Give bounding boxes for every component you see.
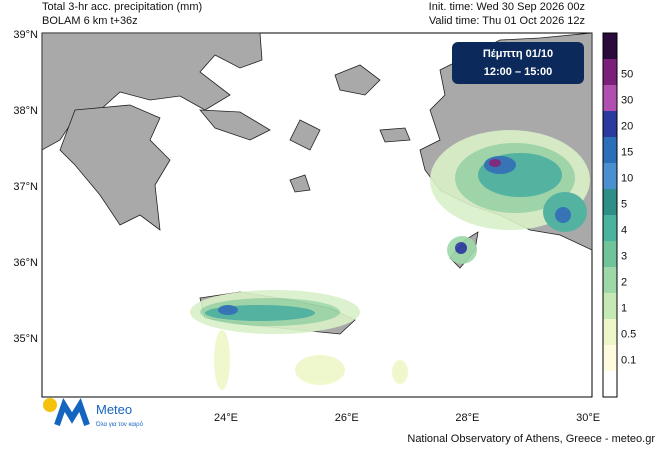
time-badge [452,42,584,84]
logo-tagline: Όλα για τον καιρό [95,421,144,428]
lat-label: 37°N [13,181,38,193]
lat-label: 39°N [13,29,38,41]
colorbar-label: 20 [621,120,633,132]
colorbar-swatch [603,241,617,267]
colorbar-swatch [603,293,617,319]
colorbar-label: 15 [621,146,633,158]
logo: Meteo Όλα για τον καιρό [43,398,144,428]
colorbar-label: 0.1 [621,354,636,366]
title: Total 3-hr acc. precipitation (mm) [42,1,202,13]
colorbar-label: 10 [621,172,633,184]
colorbar-label: 2 [621,276,627,288]
map: Πέμπτη 01/10 12:00 – 15:00 [41,32,593,398]
colorbar-swatch [603,267,617,293]
colorbar-swatch [603,319,617,345]
lon-label: 24°E [214,412,238,424]
colorbar-swatch [603,85,617,111]
footer: National Observatory of Athens, Greece -… [407,433,655,445]
badge-hours: 12:00 – 15:00 [484,66,553,78]
lon-label: 28°E [455,412,479,424]
precipitation [190,130,590,390]
lon-label: 26°E [335,412,359,424]
colorbar-label: 1 [621,302,627,314]
lat-label: 36°N [13,257,38,269]
colorbar-label: 4 [621,224,627,236]
colorbar-label: 3 [621,250,627,262]
colorbar-swatch [603,163,617,189]
colorbar-label: 0.5 [621,328,636,340]
lat-label: 35°N [13,333,38,345]
colorbar-swatch [603,189,617,215]
valid-time: Valid time: Thu 01 Oct 2026 12z [429,15,585,27]
colorbar-swatch [603,59,617,85]
latitude-labels: 39°N 38°N 37°N 36°N 35°N [13,29,38,345]
colorbar-frame [602,32,618,398]
colorbar: 50 30 20 15 10 5 4 3 2 1 0.5 0.1 [602,32,636,398]
longitude-labels: 24°E 26°E 28°E 30°E [214,412,600,424]
model-label: BOLAM 6 km t+36z [42,15,138,27]
colorbar-swatch [603,33,617,59]
colorbar-swatch [603,137,617,163]
init-time: Init. time: Wed 30 Sep 2026 00z [429,1,585,13]
logo-name: Meteo [96,402,132,417]
badge-day: Πέμπτη 01/10 [483,48,553,60]
colorbar-swatch [603,111,617,137]
lat-label: 38°N [13,105,38,117]
lon-label: 30°E [576,412,600,424]
colorbar-swatch [603,215,617,241]
colorbar-label: 5 [621,198,627,210]
colorbar-label: 50 [621,68,633,80]
colorbar-label: 30 [621,94,633,106]
colorbar-swatch [603,345,617,371]
colorbar-swatch [603,371,617,397]
